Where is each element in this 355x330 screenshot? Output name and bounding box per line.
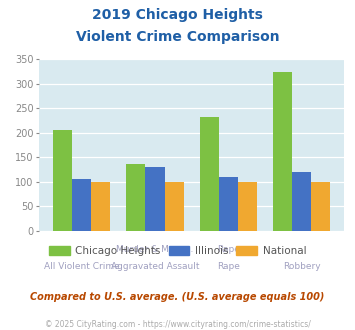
Bar: [126, 164, 146, 231]
Text: 2019 Chicago Heights: 2019 Chicago Heights: [92, 8, 263, 22]
Text: All Violent Crime: All Violent Crime: [44, 262, 119, 271]
Bar: [164, 182, 184, 231]
Bar: [219, 177, 238, 231]
Text: © 2025 CityRating.com - https://www.cityrating.com/crime-statistics/: © 2025 CityRating.com - https://www.city…: [45, 320, 310, 329]
Bar: [238, 182, 257, 231]
Bar: [91, 182, 110, 231]
Bar: [292, 172, 311, 231]
Text: Violent Crime Comparison: Violent Crime Comparison: [76, 30, 279, 44]
Bar: [311, 182, 331, 231]
Bar: [72, 179, 91, 231]
Text: Rape: Rape: [217, 245, 240, 254]
Text: Robbery: Robbery: [283, 262, 321, 271]
Text: Rape: Rape: [217, 262, 240, 271]
Bar: [146, 167, 164, 231]
Bar: [200, 117, 219, 231]
Bar: [273, 72, 292, 231]
Text: Murder & Mans...: Murder & Mans...: [116, 245, 194, 254]
Text: Aggravated Assault: Aggravated Assault: [111, 262, 199, 271]
Bar: [53, 129, 72, 231]
Legend: Chicago Heights, Illinois, National: Chicago Heights, Illinois, National: [45, 242, 310, 260]
Text: Compared to U.S. average. (U.S. average equals 100): Compared to U.S. average. (U.S. average …: [30, 292, 325, 302]
